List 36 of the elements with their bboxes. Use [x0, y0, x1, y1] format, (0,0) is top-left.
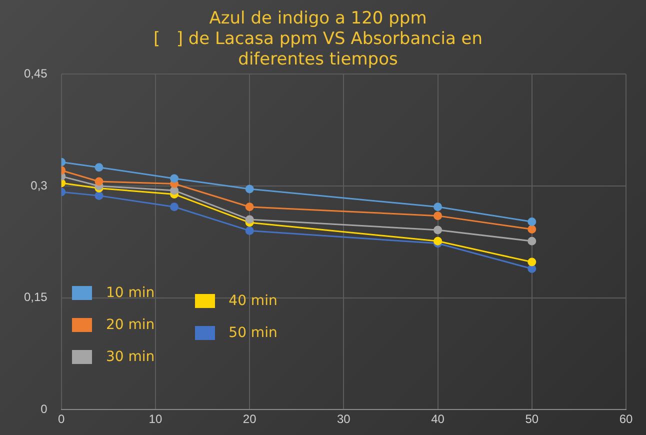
x-tick-label: 40	[431, 412, 445, 426]
x-tick-label: 60	[619, 412, 633, 426]
y-tick-label: 0,15	[24, 290, 48, 304]
point	[245, 226, 254, 235]
legend-label: 20 min	[106, 317, 155, 333]
point	[528, 264, 536, 273]
x-tick-label: 10	[148, 412, 162, 426]
point	[245, 215, 254, 224]
legend-label: 50 min	[228, 325, 278, 341]
y-tick-label: 0,3	[30, 178, 48, 192]
point	[170, 202, 179, 212]
point	[245, 184, 254, 194]
point	[434, 226, 442, 234]
y-tick-label: 0	[40, 402, 48, 416]
point	[170, 186, 179, 195]
point	[528, 224, 536, 234]
point	[434, 236, 442, 246]
point	[245, 202, 254, 212]
x-tick-label: 20	[242, 412, 257, 426]
point	[528, 218, 536, 226]
legend-label: 10 min	[106, 285, 155, 301]
legend-label: 30 min	[106, 349, 155, 365]
point	[528, 236, 536, 246]
x-tick-label: 30	[337, 412, 351, 426]
point	[94, 163, 104, 172]
legend-label: 40 min	[228, 293, 278, 309]
chart-title: Azul de indigo a 120 ppm [ ] de Lacasa ppm VS Absorbancia en diferentes tiempos	[153, 8, 483, 70]
point	[94, 191, 104, 200]
x-tick-label: 0	[58, 412, 66, 426]
point	[528, 258, 536, 266]
point	[434, 212, 442, 220]
point	[170, 174, 179, 183]
point	[94, 177, 104, 186]
point	[434, 202, 442, 212]
x-tick-label: 50	[525, 412, 539, 426]
y-tick-label: 0,45	[24, 66, 48, 81]
